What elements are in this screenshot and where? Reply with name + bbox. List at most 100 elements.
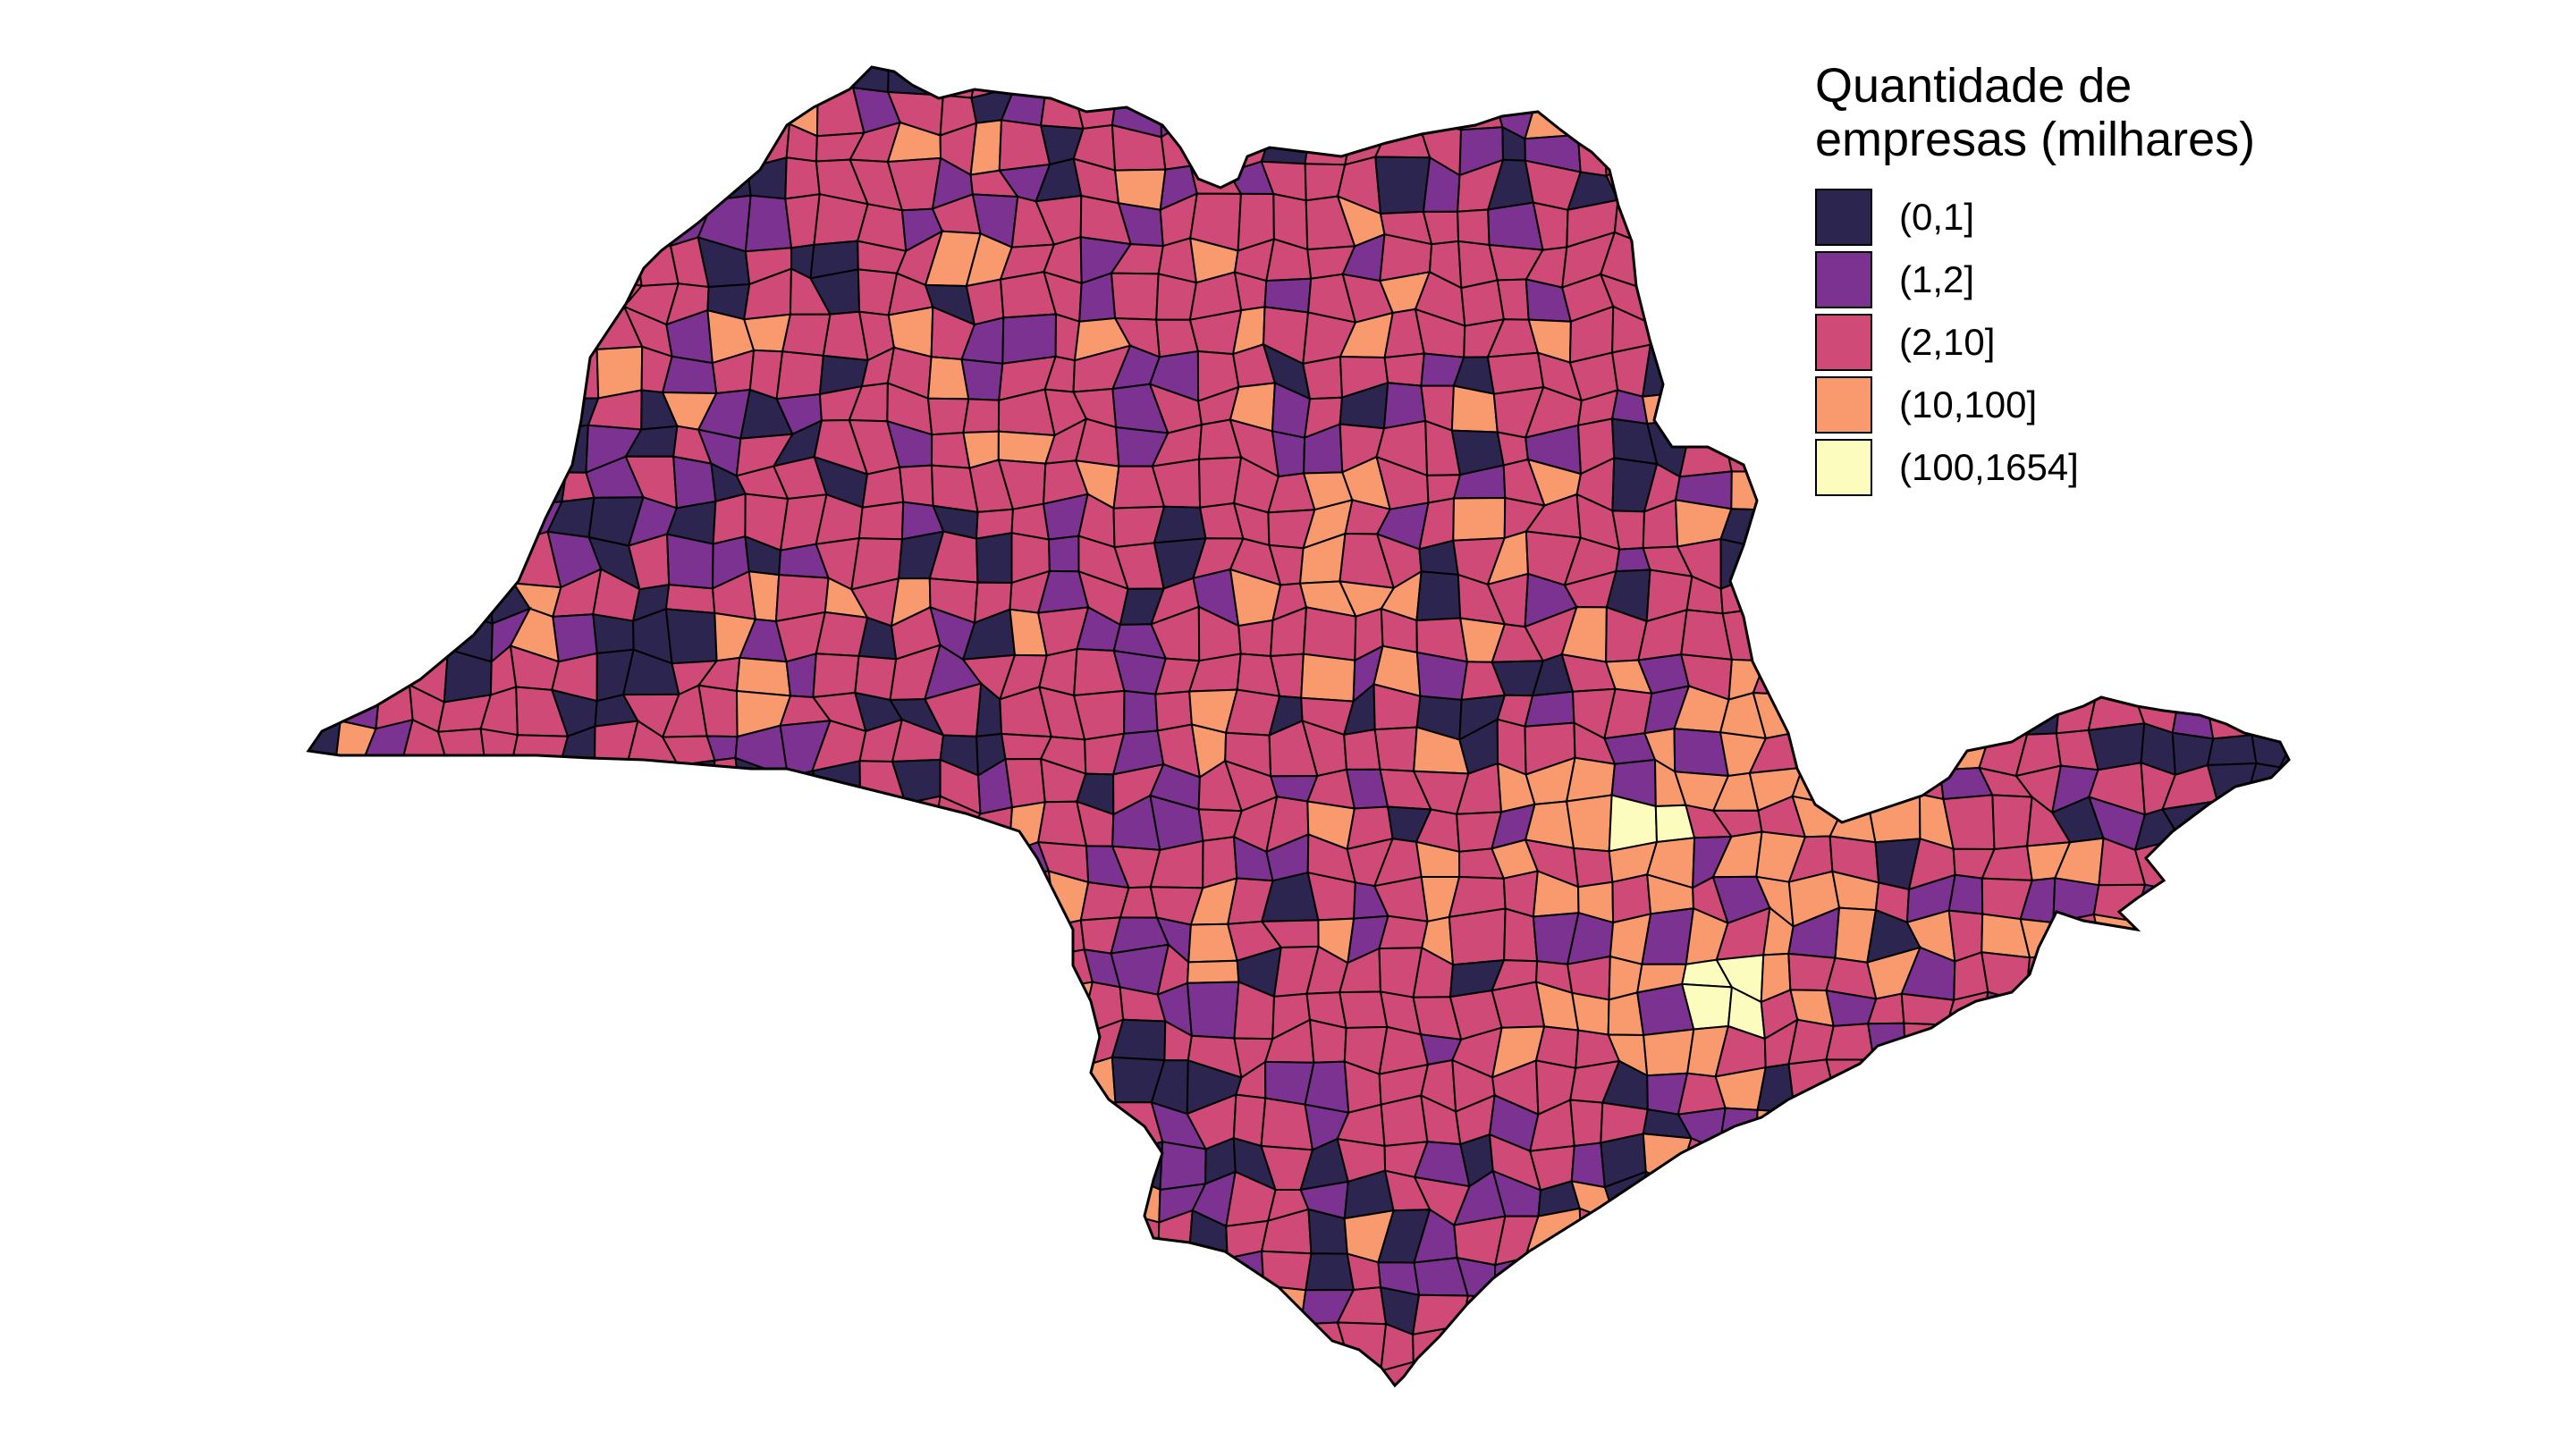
municipality-cell: [2278, 909, 2289, 960]
municipality-cell: [935, 913, 982, 965]
municipality-cell: [1232, 1093, 1267, 1148]
municipality-cell: [1830, 1294, 1883, 1335]
municipality-cell: [1160, 117, 1192, 171]
municipality-cell: [521, 1171, 557, 1213]
municipality-cell: [926, 397, 970, 436]
municipality-cell: [2012, 1255, 2064, 1295]
municipality-cell: [812, 1061, 852, 1116]
municipality-cell: [1901, 1169, 1959, 1227]
municipality-cell: [697, 1327, 747, 1365]
municipality-cell: [1947, 609, 1986, 653]
municipality-cell: [662, 994, 712, 1037]
municipality-cell: [1863, 693, 1905, 738]
municipality-cell: [1718, 1327, 1768, 1378]
municipality-cell: [326, 1177, 363, 1226]
municipality-cell: [1828, 569, 1870, 623]
municipality-cell: [1525, 1283, 1569, 1331]
municipality-cell: [963, 1255, 1018, 1300]
municipality-cell: [2103, 1179, 2141, 1224]
municipality-cell: [1789, 1175, 1844, 1222]
municipality-cell: [1641, 1361, 1696, 1386]
municipality-cell: [860, 1413, 907, 1449]
municipality-cell: [554, 1322, 595, 1369]
municipality-cell: [2028, 1030, 2070, 1074]
municipality-cell: [1152, 1328, 1205, 1374]
municipality-cell: [402, 97, 449, 136]
municipality-cell: [1491, 981, 1546, 1029]
municipality-cell: [1532, 67, 1580, 103]
municipality-cell: [660, 793, 714, 852]
municipality-cell: [2325, 796, 2369, 847]
municipality-cell: [1049, 1219, 1090, 1259]
municipality-cell: [599, 1408, 639, 1443]
municipality-cell: [2101, 1101, 2146, 1141]
municipality-cell: [772, 1290, 823, 1326]
municipality-cell: [371, 616, 419, 661]
municipality-cell: [2167, 1181, 2209, 1220]
municipality-cell: [308, 306, 345, 361]
municipality-cell: [1869, 729, 1905, 779]
municipality-cell: [2168, 1295, 2217, 1337]
municipality-cell: [584, 1217, 633, 1257]
municipality-cell: [521, 942, 570, 996]
municipality-cell: [363, 361, 411, 390]
municipality-cell: [480, 1171, 530, 1228]
municipality-cell: [2236, 1289, 2285, 1322]
municipality-cell: [2095, 1220, 2137, 1264]
municipality-cell: [367, 803, 418, 854]
municipality-cell: [514, 921, 569, 965]
municipality-cell: [475, 1285, 516, 1341]
municipality-cell: [308, 841, 343, 879]
municipality-cell: [322, 423, 381, 474]
municipality-cell: [416, 611, 456, 661]
municipality-cell: [2282, 1411, 2332, 1445]
municipality-cell: [2058, 1137, 2108, 1184]
municipality-cell: [565, 1408, 604, 1443]
municipality-cell: [367, 133, 418, 166]
municipality-cell: [820, 1251, 866, 1303]
municipality-cell: [2014, 543, 2054, 577]
municipality-cell: [551, 1253, 607, 1303]
municipality-cell: [1047, 535, 1080, 573]
municipality-cell: [1641, 196, 1689, 244]
municipality-cell: [1271, 430, 1306, 478]
municipality-cell: [2316, 577, 2365, 627]
municipality-cell: [2317, 958, 2365, 1002]
municipality-cell: [852, 911, 906, 965]
legend-swatch: [1815, 251, 1872, 308]
municipality-cell: [661, 67, 714, 87]
municipality-cell: [1598, 1318, 1643, 1372]
municipality-cell: [2202, 872, 2247, 920]
municipality-cell: [554, 943, 591, 993]
municipality-cell: [1300, 653, 1356, 703]
municipality-cell: [1788, 498, 1831, 535]
municipality-cell: [852, 981, 891, 1029]
municipality-cell: [1085, 1323, 1125, 1372]
municipality-cell: [1155, 1395, 1204, 1449]
municipality-cell: [1111, 1400, 1159, 1448]
municipality-cell: [928, 873, 970, 916]
municipality-cell: [697, 1019, 748, 1066]
municipality-cell: [629, 1099, 675, 1153]
municipality-cell: [626, 1131, 675, 1176]
municipality-cell: [1793, 1111, 1845, 1146]
municipality-cell: [511, 1323, 557, 1376]
municipality-cell: [777, 793, 828, 853]
municipality-cell: [1944, 1210, 1991, 1266]
municipality-cell: [2314, 684, 2355, 730]
municipality-cell: [1309, 87, 1355, 129]
municipality-cell: [1186, 981, 1240, 1040]
municipality-cell: [2276, 1066, 2289, 1115]
municipality-cell: [969, 1057, 1003, 1113]
municipality-cell: [1828, 1253, 1879, 1302]
municipality-cell: [1196, 1370, 1231, 1386]
municipality-cell: [1900, 1210, 1950, 1254]
municipality-cell: [670, 82, 711, 139]
municipality-cell: [586, 1288, 631, 1329]
municipality-cell: [626, 1225, 681, 1263]
municipality-cell: [513, 200, 569, 248]
municipality-cell: [940, 1372, 979, 1386]
municipality-cell: [1797, 693, 1834, 734]
municipality-cell: [621, 1069, 664, 1113]
municipality-cell: [1035, 1369, 1095, 1386]
